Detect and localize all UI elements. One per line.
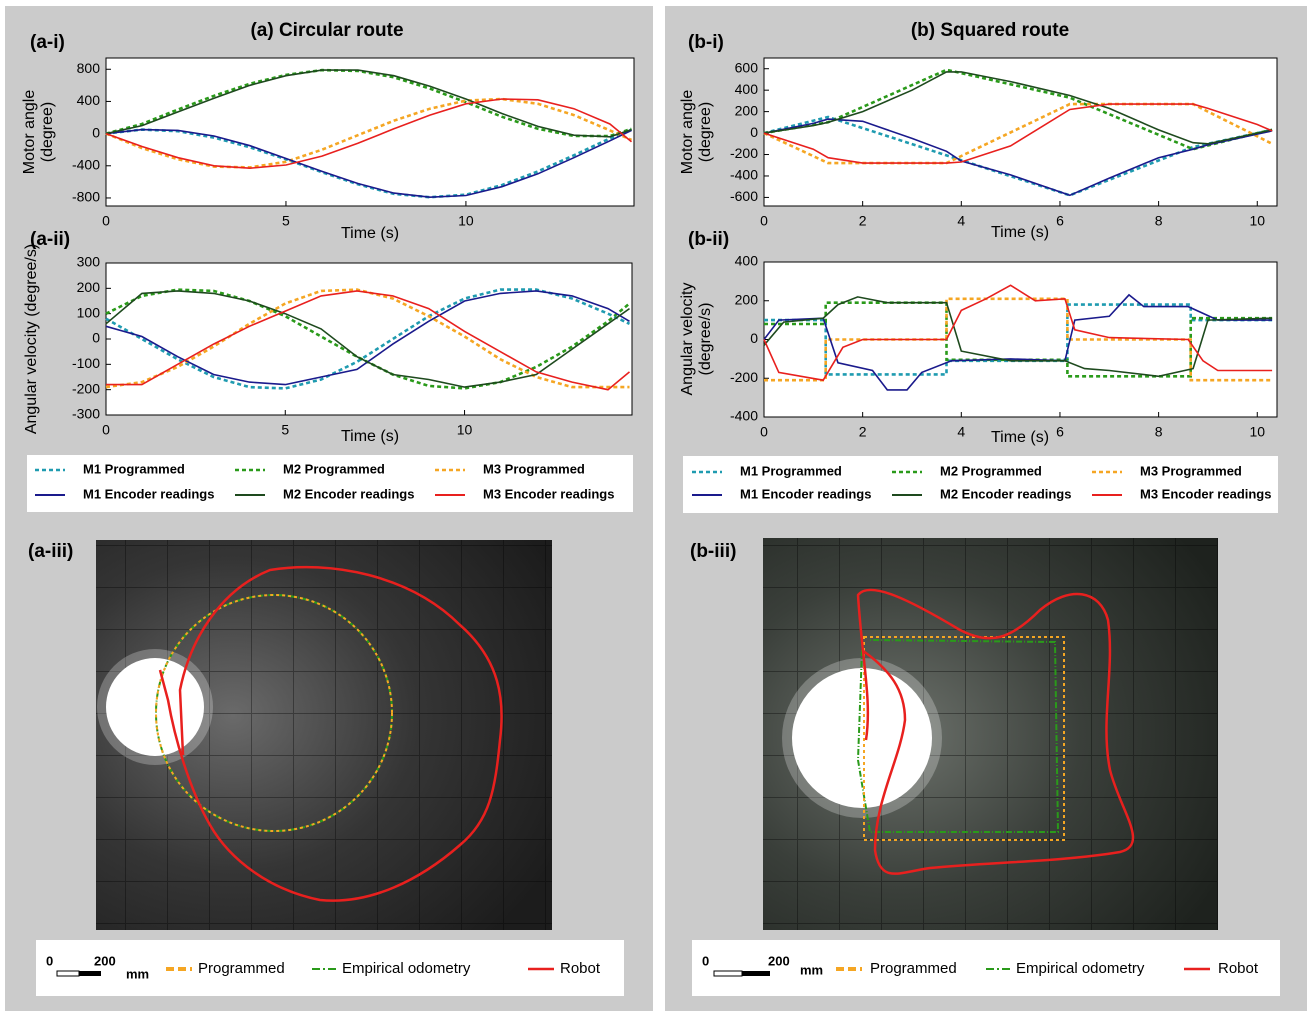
scale-label: 200 [768, 953, 790, 968]
y-axis-title: (degree) [697, 102, 714, 162]
y-tick-label: 400 [735, 81, 759, 97]
panel-title: (b) Squared route [911, 20, 1069, 41]
y-tick-label: 100 [77, 304, 101, 320]
y-tick-label: 400 [77, 92, 101, 108]
photo-label: (a-iii) [28, 541, 73, 562]
legend-label: M2 Programmed [940, 463, 1042, 478]
plot-area [764, 58, 1277, 206]
y-axis-title: (degree/s) [697, 303, 714, 376]
scale-unit: mm [126, 966, 149, 981]
y-tick-label: 600 [735, 59, 759, 75]
photo-b [763, 538, 1218, 930]
x-tick-label: 10 [458, 213, 474, 229]
legend-label: Robot [1218, 960, 1259, 977]
legend-label: M3 Encoder readings [483, 486, 614, 501]
y-axis-title: Angular velocity [679, 283, 696, 396]
legend-label: M1 Encoder readings [83, 486, 214, 501]
x-tick-label: 5 [282, 213, 290, 229]
legend-label: Empirical odometry [1016, 960, 1145, 977]
y-tick-label: 0 [92, 330, 100, 346]
scale-label: 0 [702, 953, 709, 968]
y-tick-label: 400 [735, 253, 759, 269]
y-axis-title: Motor angle [679, 90, 696, 175]
legend-label: Empirical odometry [342, 960, 471, 977]
chart-label: (b-ii) [688, 229, 729, 250]
x-tick-label: 8 [1155, 424, 1163, 440]
y-tick-label: 300 [77, 254, 101, 270]
legend-label: Robot [560, 960, 601, 977]
x-tick-label: 4 [957, 424, 965, 440]
y-tick-label: -400 [730, 167, 758, 183]
x-axis-title: Time (s) [991, 429, 1049, 446]
legend-label: M2 Encoder readings [283, 486, 414, 501]
x-tick-label: 10 [457, 422, 473, 438]
y-tick-label: 200 [77, 279, 101, 295]
scale-unit: mm [800, 962, 823, 977]
x-axis-title: Time (s) [991, 224, 1049, 241]
photo-label: (b-iii) [690, 541, 736, 562]
x-tick-label: 2 [859, 213, 867, 229]
x-axis-title: Time (s) [341, 428, 399, 445]
legend-label: M3 Programmed [1140, 463, 1242, 478]
legend-label: Programmed [870, 960, 957, 977]
y-axis-title: Angular velocity (degree/s) [23, 244, 40, 434]
chart-label: (b-i) [688, 32, 724, 53]
x-tick-label: 6 [1056, 424, 1064, 440]
figure: (a) Circular route (b) Squared route (a-… [0, 0, 1307, 1011]
chart-label: (a-i) [30, 32, 65, 53]
x-tick-label: 0 [102, 213, 110, 229]
legend-label: M1 Encoder readings [740, 486, 871, 501]
y-tick-label: 800 [77, 60, 101, 76]
x-tick-label: 10 [1249, 424, 1265, 440]
y-tick-label: -400 [72, 156, 100, 172]
x-tick-label: 0 [102, 422, 110, 438]
y-tick-label: -300 [72, 406, 100, 422]
y-tick-label: 0 [92, 124, 100, 140]
photo-a [96, 540, 552, 930]
x-tick-label: 2 [859, 424, 867, 440]
y-axis-title: Motor angle [21, 90, 38, 175]
y-tick-label: 0 [750, 330, 758, 346]
legend-label: M1 Programmed [740, 463, 842, 478]
y-tick-label: -100 [72, 355, 100, 371]
x-tick-label: 10 [1249, 213, 1265, 229]
x-tick-label: 8 [1155, 213, 1163, 229]
y-tick-label: -200 [72, 380, 100, 396]
plot-area [764, 262, 1277, 417]
x-tick-label: 0 [760, 213, 768, 229]
x-tick-label: 4 [957, 213, 965, 229]
legend-label: M1 Programmed [83, 461, 185, 476]
x-axis-title: Time (s) [341, 225, 399, 242]
y-tick-label: -200 [730, 369, 758, 385]
scale-label: 0 [46, 953, 53, 968]
x-tick-label: 0 [760, 424, 768, 440]
y-tick-label: 200 [735, 291, 759, 307]
plot-area [106, 263, 632, 415]
legend-label: M2 Programmed [283, 461, 385, 476]
x-tick-label: 5 [281, 422, 289, 438]
panel-title: (a) Circular route [250, 20, 403, 41]
legend-label: Programmed [198, 960, 285, 977]
y-axis-title: (degree) [39, 102, 56, 162]
legend-label: M3 Programmed [483, 461, 585, 476]
scale-label: 200 [94, 953, 116, 968]
y-tick-label: -400 [730, 408, 758, 424]
y-tick-label: -200 [730, 145, 758, 161]
y-tick-label: 0 [750, 124, 758, 140]
y-tick-label: 200 [735, 102, 759, 118]
x-tick-label: 6 [1056, 213, 1064, 229]
legend-label: M2 Encoder readings [940, 486, 1071, 501]
y-tick-label: -800 [72, 189, 100, 205]
legend-label: M3 Encoder readings [1140, 486, 1271, 501]
y-tick-label: -600 [730, 188, 758, 204]
